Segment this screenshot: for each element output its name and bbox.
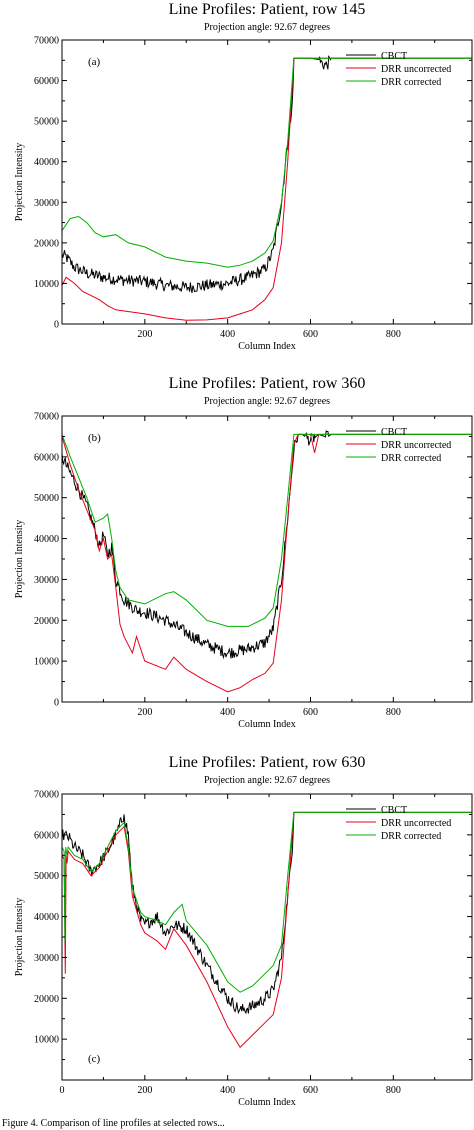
y-tick-label: 60000 <box>34 76 59 87</box>
figure-caption: Figure 4. Comparison of line profiles at… <box>2 1118 225 1129</box>
legend-entry: CBCT <box>381 427 407 438</box>
panel-letter: (b) <box>88 432 101 444</box>
legend-entry: DRR corrected <box>381 831 441 842</box>
x-tick-label: 200 <box>137 1085 152 1096</box>
y-tick-label: 50000 <box>34 871 59 882</box>
y-tick-label: 70000 <box>34 412 59 423</box>
y-tick-label: 40000 <box>34 534 59 545</box>
series-line-drr-corrected <box>62 433 472 627</box>
legend: CBCT DRR uncorrected DRR corrected <box>346 51 451 88</box>
y-tick-label: 10000 <box>34 279 59 290</box>
series-line-cbct <box>62 430 472 660</box>
y-tick-label: 0 <box>54 320 59 331</box>
x-axis-label: Column Index <box>238 1097 296 1108</box>
chart-title: Line Profiles: Patient, row 630 <box>169 754 366 771</box>
x-tick-label: 600 <box>303 1085 318 1096</box>
x-tick-label: 200 <box>137 329 152 340</box>
x-axis-label: Column Index <box>238 719 296 730</box>
series-line-cbct <box>62 811 472 1015</box>
legend-entry: CBCT <box>381 51 407 62</box>
chart-subtitle: Projection angle: 92.67 degrees <box>204 396 330 407</box>
y-axis-label: Projection Intensity <box>14 520 25 599</box>
y-tick-label: 60000 <box>34 830 59 841</box>
series-line-drr-uncorrected <box>62 433 472 693</box>
y-axis-label: Projection Intensity <box>14 898 25 977</box>
x-tick-label: 800 <box>386 329 401 340</box>
y-tick-label: 50000 <box>34 493 59 504</box>
chart-subtitle: Projection angle: 92.67 degrees <box>204 22 330 33</box>
x-tick-label: 600 <box>303 707 318 718</box>
y-tick-label: 60000 <box>34 452 59 463</box>
legend-entry: DRR uncorrected <box>381 440 451 451</box>
chart-panel-2: Line Profiles: Patient, row 360 Projectio… <box>14 375 473 730</box>
y-tick-label: 50000 <box>34 117 59 128</box>
legend-entry: DRR uncorrected <box>381 64 451 75</box>
y-tick-label: 10000 <box>34 1035 59 1046</box>
x-tick-label: 800 <box>386 707 401 718</box>
y-tick-label: 70000 <box>34 36 59 47</box>
y-tick-label: 30000 <box>34 953 59 964</box>
y-tick-label: 10000 <box>34 657 59 668</box>
x-tick-label: 0 <box>60 1085 65 1096</box>
panel-letter: (a) <box>88 56 101 68</box>
y-tick-label: 70000 <box>34 790 59 801</box>
chart-panel-1: Line Profiles: Patient, row 145 Projectio… <box>14 1 473 352</box>
legend-entry: DRR corrected <box>381 453 441 464</box>
y-tick-label: 20000 <box>34 616 59 627</box>
x-tick-label: 200 <box>137 707 152 718</box>
legend: CBCT DRR uncorrected DRR corrected <box>346 427 451 464</box>
series-line-drr-uncorrected <box>62 57 472 321</box>
y-tick-label: 30000 <box>34 198 59 209</box>
series-line-drr-corrected <box>62 57 472 268</box>
y-tick-label: 40000 <box>34 912 59 923</box>
legend-entry: DRR uncorrected <box>381 818 451 829</box>
y-tick-label: 20000 <box>34 238 59 249</box>
legend-entry: CBCT <box>381 805 407 816</box>
y-tick-label: 0 <box>54 698 59 709</box>
x-axis-label: Column Index <box>238 341 296 352</box>
x-tick-label: 400 <box>220 707 235 718</box>
x-tick-label: 600 <box>303 329 318 340</box>
series-line-cbct <box>62 55 472 293</box>
y-tick-label: 20000 <box>34 994 59 1005</box>
panel-letter: (c) <box>88 1053 101 1065</box>
chart-title: Line Profiles: Patient, row 360 <box>169 375 366 392</box>
legend: CBCT DRR uncorrected DRR corrected <box>346 805 451 842</box>
chart-panel-3: Line Profiles: Patient, row 630 Projectio… <box>14 754 473 1108</box>
chart-subtitle: Projection angle: 92.67 degrees <box>204 775 330 786</box>
x-tick-label: 400 <box>220 1085 235 1096</box>
legend-entry: DRR corrected <box>381 77 441 88</box>
x-tick-label: 400 <box>220 329 235 340</box>
chart-title: Line Profiles: Patient, row 145 <box>169 1 366 18</box>
series-line-drr-corrected <box>62 811 472 993</box>
y-axis-label: Projection Intensity <box>14 143 25 222</box>
y-tick-label: 30000 <box>34 575 59 586</box>
x-tick-label: 800 <box>386 1085 401 1096</box>
y-tick-label: 40000 <box>34 157 59 168</box>
series-line-drr-uncorrected <box>62 811 472 1049</box>
